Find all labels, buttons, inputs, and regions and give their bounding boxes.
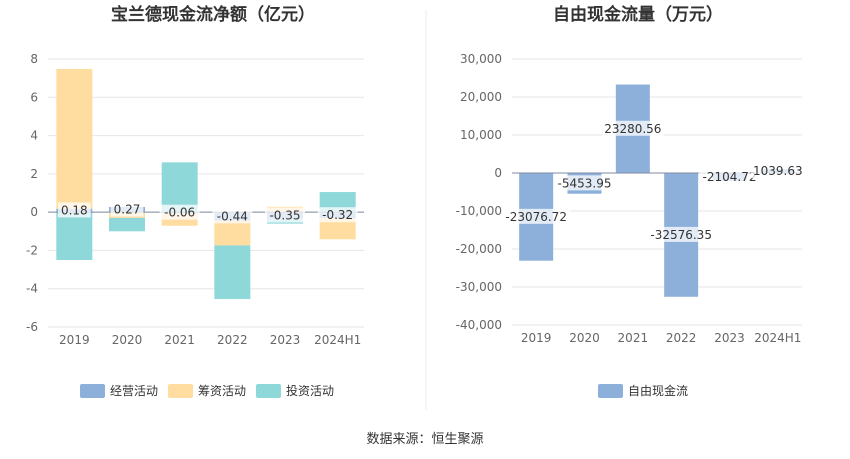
y-tick-label: -10,000 <box>456 204 502 218</box>
bar-3 <box>319 192 356 213</box>
x-tick-label: 2023 <box>270 333 301 347</box>
data-label: -5453.95 <box>558 176 612 190</box>
legend-label: 筹资活动 <box>198 384 246 398</box>
x-tick-label: 2021 <box>164 333 195 347</box>
y-tick-label: 0 <box>494 166 502 180</box>
bar-2 <box>319 218 356 240</box>
x-tick-label: 2023 <box>714 331 745 345</box>
data-label: -32576.35 <box>650 228 712 242</box>
x-tick-label: 2022 <box>217 333 248 347</box>
data-label: 0.27 <box>114 203 141 217</box>
data-label-bg <box>159 204 200 220</box>
y-tick-label: 10,000 <box>460 128 502 142</box>
data-label-bg <box>110 201 144 217</box>
legend-swatch <box>256 384 281 398</box>
x-tick-label: 2020 <box>112 333 143 347</box>
chart-free-cashflow: -40,000 -30,000 -20,000 -10,000 0 10,000 20,00… <box>456 52 806 398</box>
y-tick-label: 8 <box>30 52 38 66</box>
data-label-bg <box>317 207 358 223</box>
data-label-bg <box>698 168 761 184</box>
source-note: 数据来源：恒生聚源 <box>366 432 483 447</box>
y-tick-label: 20,000 <box>460 90 502 104</box>
chart-title-free-cashflow: 自由现金流量（万元） <box>553 4 723 25</box>
y-tick-label: 0 <box>30 205 38 219</box>
data-label-bg <box>501 208 571 224</box>
data-label: -0.32 <box>322 208 353 222</box>
data-label: 0.18 <box>61 203 88 217</box>
y-tick-label: -4 <box>26 282 38 296</box>
bar-2 <box>214 220 251 246</box>
data-label: -0.44 <box>217 209 248 223</box>
y-tick-label: 30,000 <box>460 52 502 66</box>
y-tick-label: 2 <box>30 167 38 181</box>
data-label-bg <box>553 175 616 191</box>
y-tick-label: -40,000 <box>456 318 502 332</box>
legend-swatch <box>598 384 623 398</box>
bar-2 <box>56 68 93 209</box>
y-tick-label: 4 <box>30 129 38 143</box>
x-tick-label: 2022 <box>666 331 697 345</box>
y-tick-label: -6 <box>26 320 38 334</box>
data-label: -2104.72 <box>703 170 757 184</box>
data-label-bg <box>750 163 806 179</box>
chart-cashflow-net: -6 -4 -2 0 2 4 6 8 2019 2020 2021 2022 2023 2024H1 0.1… <box>26 52 364 398</box>
data-label-bg <box>602 120 664 136</box>
y-tick-label: -20,000 <box>456 242 502 256</box>
x-tick-label: 2019 <box>521 331 552 345</box>
chart-title-cashflow-net: 宝兰德现金流净额（亿元） <box>111 4 315 25</box>
data-label: 1039.63 <box>753 164 803 178</box>
legend-label: 经营活动 <box>110 384 158 398</box>
x-tick-label: 2024H1 <box>314 333 361 347</box>
legend-label: 自由现金流 <box>628 383 688 398</box>
data-label: -0.06 <box>164 206 195 220</box>
data-label: -23076.72 <box>505 210 567 224</box>
data-label-bg <box>265 207 305 223</box>
bar-3 <box>214 245 251 300</box>
legend-swatch <box>168 384 193 398</box>
x-tick-label: 2020 <box>569 331 600 345</box>
data-label-bg <box>57 202 91 218</box>
x-tick-label: 2024H1 <box>754 331 801 345</box>
data-label-bg <box>646 226 716 242</box>
y-tick-label: -2 <box>26 243 38 257</box>
y-tick-label: -30,000 <box>456 280 502 294</box>
bar-3 <box>161 162 198 213</box>
legend-label: 投资活动 <box>286 383 334 398</box>
x-tick-label: 2019 <box>59 333 90 347</box>
bar-3 <box>56 212 93 260</box>
y-tick-label: 6 <box>30 90 38 104</box>
data-label: -0.35 <box>269 208 300 222</box>
legend-swatch <box>80 384 105 398</box>
bar-3 <box>109 217 145 232</box>
x-tick-label: 2021 <box>618 331 649 345</box>
data-label: 23280.56 <box>604 122 661 136</box>
data-label-bg <box>212 208 253 224</box>
